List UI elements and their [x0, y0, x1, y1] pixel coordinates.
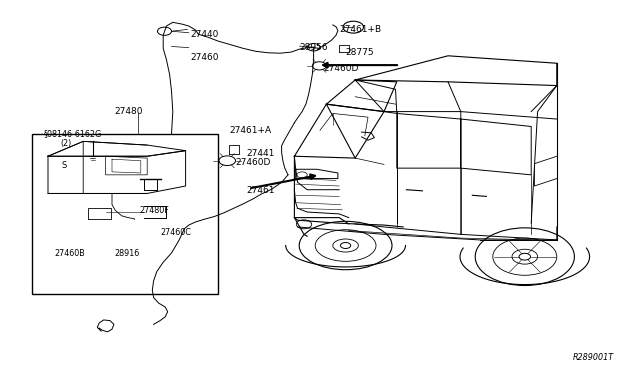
Bar — [32, 134, 218, 294]
Text: 27460: 27460 — [191, 53, 220, 62]
Text: 27461+A: 27461+A — [229, 126, 271, 135]
Text: S: S — [61, 161, 67, 170]
Text: 27461+B: 27461+B — [339, 25, 381, 34]
Text: 27460B: 27460B — [54, 249, 85, 258]
Text: 27461: 27461 — [246, 186, 275, 195]
Text: 27460D: 27460D — [323, 64, 358, 73]
Text: 27460D: 27460D — [236, 158, 271, 167]
Text: 27441: 27441 — [246, 149, 275, 158]
Text: 28916: 28916 — [114, 249, 139, 258]
Text: 27440: 27440 — [191, 30, 219, 39]
Text: §08146-6162G: §08146-6162G — [44, 129, 102, 138]
Text: 28775: 28775 — [346, 48, 374, 57]
Text: R289001T: R289001T — [573, 353, 614, 362]
Text: 28956: 28956 — [300, 43, 328, 52]
Text: 27460C: 27460C — [160, 228, 191, 237]
Text: 27480: 27480 — [114, 107, 143, 116]
Text: (2): (2) — [61, 139, 72, 148]
Text: 27480F: 27480F — [140, 206, 169, 215]
